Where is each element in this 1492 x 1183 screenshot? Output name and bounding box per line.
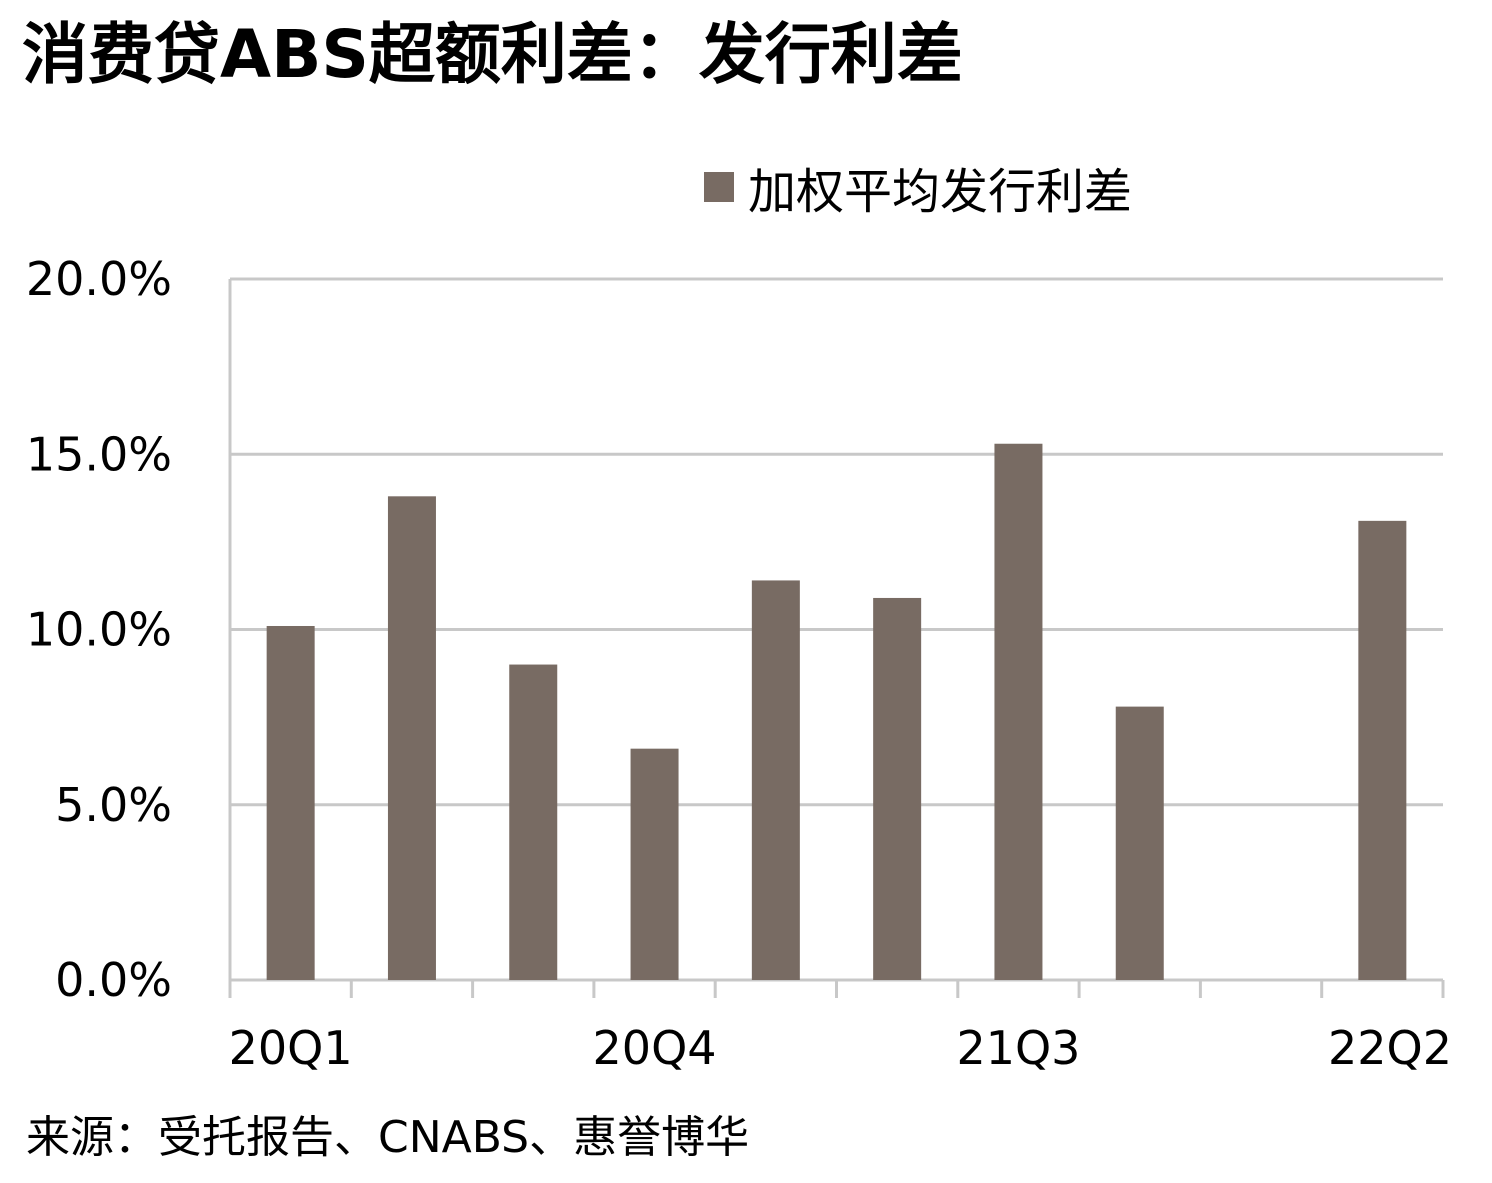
bar (630, 748, 679, 980)
y-tick-label: 0.0% (55, 953, 172, 1007)
bar (1358, 520, 1407, 980)
y-tick-label: 10.0% (26, 603, 172, 657)
chart-title: 消费贷ABS超额利差：发行利差 (22, 16, 963, 93)
x-tick-label: 20Q1 (229, 1021, 353, 1075)
x-tick-label: 20Q4 (593, 1021, 717, 1075)
bar (873, 597, 922, 980)
bar (266, 625, 315, 980)
x-tick-label: 22Q2 (1328, 1021, 1452, 1075)
bar (1115, 706, 1164, 980)
legend-swatch (704, 172, 734, 202)
bar (387, 496, 436, 980)
x-tick-label: 21Q3 (956, 1021, 1080, 1075)
y-tick-label: 20.0% (26, 252, 172, 306)
y-tick-label: 5.0% (55, 778, 172, 832)
bar (509, 664, 558, 980)
source-note: 来源：受托报告、CNABS、惠誉博华 (26, 1112, 750, 1163)
y-tick-label: 15.0% (26, 427, 172, 481)
legend-label: 加权平均发行利差 (748, 164, 1133, 220)
bar (751, 580, 800, 980)
bar (994, 443, 1043, 980)
legend: 加权平均发行利差 (704, 152, 1132, 222)
